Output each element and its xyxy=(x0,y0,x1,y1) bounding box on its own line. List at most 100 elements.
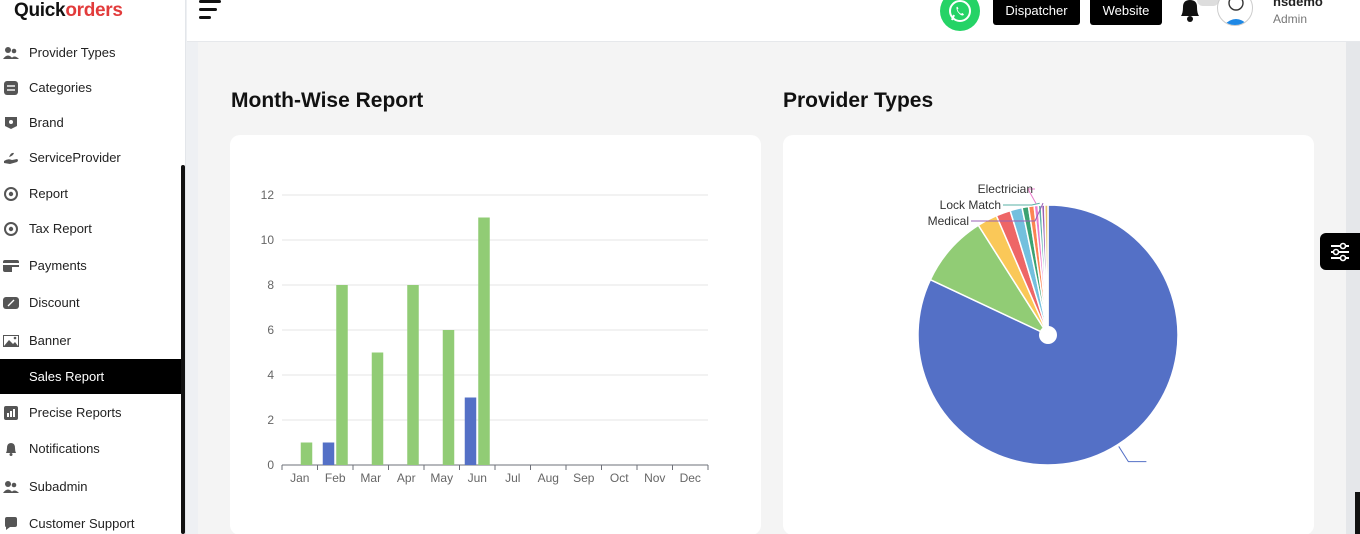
page-scrollbar[interactable] xyxy=(1355,492,1360,534)
sidebar-item-tax-report[interactable]: Tax Report xyxy=(0,211,181,246)
bar-series-2-feb xyxy=(336,285,348,465)
sidebar-item-sales-report[interactable]: Sales Report xyxy=(0,359,181,394)
sidebar-item-categories[interactable]: Categories xyxy=(0,70,181,105)
sidebar-item-banner[interactable]: Banner xyxy=(0,323,181,358)
page-scroll-track xyxy=(1346,42,1360,534)
month-report-chart: 0 2 4 6 8 10 12 Jan Feb Mar Apr May Jun Jul Aug Sep Oct N… xyxy=(261,188,709,485)
discount-icon xyxy=(3,295,19,311)
sidebar-item-provider-types[interactable]: Provider Types xyxy=(0,35,181,70)
month-report-title: Month-Wise Report xyxy=(231,89,424,112)
sidebar-scrollbar[interactable] xyxy=(181,165,185,534)
quickorders-logo[interactable]: Quickorders xyxy=(14,0,123,26)
hand-service-icon xyxy=(3,150,19,166)
dispatcher-button[interactable]: Dispatcher xyxy=(993,0,1080,25)
x-tick-label: Sep xyxy=(573,471,595,485)
sidebar-item-label: Precise Reports xyxy=(29,405,122,420)
credit-card-icon xyxy=(3,258,19,274)
sidebar-item-label: Tax Report xyxy=(29,221,92,236)
sidebar-item-label: Payments xyxy=(29,258,87,273)
x-tick-label: Feb xyxy=(325,471,346,485)
x-tick-label: Jan xyxy=(290,471,309,485)
user-avatar[interactable] xyxy=(1217,0,1253,26)
logo-quick: Quick xyxy=(14,0,66,21)
bell-icon xyxy=(3,441,19,457)
bar-series-2-apr xyxy=(407,285,419,465)
sidebar-item-subadmin[interactable]: Subadmin xyxy=(0,469,181,504)
notification-badge xyxy=(1197,0,1219,6)
bar-series-2-mar xyxy=(371,352,384,465)
sidebar-item-label: Subadmin xyxy=(29,479,88,494)
y-tick-label: 8 xyxy=(267,278,274,292)
provider-types-chart: Electrician Lock Match Medical xyxy=(917,182,1179,466)
bar-series-2-jan xyxy=(300,442,313,465)
list-icon xyxy=(3,80,19,96)
y-tick-label: 4 xyxy=(267,368,274,382)
month-report-card: 0 2 4 6 8 10 12 Jan Feb Mar Apr May Jun Jul Aug Sep Oct N… xyxy=(230,135,761,534)
x-tick-label: Aug xyxy=(538,471,559,485)
sidebar-item-label: Banner xyxy=(29,333,71,348)
sidebar-item-label: Sales Report xyxy=(29,369,105,384)
tag-icon xyxy=(3,115,19,131)
logo-orders: orders xyxy=(65,0,123,21)
x-tick-label: Jul xyxy=(505,471,520,485)
x-tick-label: Oct xyxy=(610,471,629,485)
sidebar-item-label: ServiceProvider xyxy=(29,150,121,165)
x-tick-label: Mar xyxy=(360,471,381,485)
hamburger-menu-icon[interactable] xyxy=(199,0,221,20)
sidebar-item-brand[interactable]: Brand xyxy=(0,105,181,140)
pie-label: Medical xyxy=(928,214,969,228)
report-icon xyxy=(3,186,19,202)
sidebar-item-precise-reports[interactable]: Precise Reports xyxy=(0,395,181,430)
user-name[interactable]: nsdemo xyxy=(1273,0,1323,9)
sidebar-item-serviceprovider[interactable]: ServiceProvider xyxy=(0,140,181,175)
chart-icon xyxy=(3,405,19,421)
y-tick-label: 12 xyxy=(261,188,275,202)
pie-label: Lock Match xyxy=(940,198,1001,212)
sidebar-item-label: Categories xyxy=(29,80,92,95)
chart-icon xyxy=(3,369,19,385)
top-header: Dispatcher Website nsdemo Admin xyxy=(187,0,1360,42)
y-tick-label: 6 xyxy=(267,323,274,337)
sidebar-item-discount[interactable]: Discount xyxy=(0,285,181,320)
sidebar-item-label: Customer Support xyxy=(29,516,135,531)
sidebar-item-label: Provider Types xyxy=(29,45,116,60)
bar-series-2-jun xyxy=(478,217,490,465)
y-tick-label: 10 xyxy=(261,233,275,247)
bar-series-1-feb xyxy=(322,442,335,465)
sidebar-item-payments[interactable]: Payments xyxy=(0,248,181,283)
settings-sliders-icon[interactable] xyxy=(1320,233,1360,270)
pie-label-line xyxy=(971,202,1044,222)
website-button[interactable]: Website xyxy=(1090,0,1162,25)
sidebar-item-label: Brand xyxy=(29,115,64,130)
user-role: Admin xyxy=(1273,12,1308,26)
provider-types-title: Provider Types xyxy=(783,89,934,112)
whatsapp-icon[interactable] xyxy=(940,0,980,31)
bar-series-1-jun xyxy=(464,397,477,465)
users-icon xyxy=(3,45,19,61)
sidebar-item-customer-support[interactable]: Customer Support xyxy=(0,506,181,534)
sidebar-item-label: Notifications xyxy=(29,441,100,456)
report-icon xyxy=(3,221,19,237)
pie-label: Electrician xyxy=(978,182,1033,196)
pie-label-line xyxy=(1003,202,1040,206)
pie-label-line xyxy=(1027,188,1037,204)
provider-types-card: Electrician Lock Match Medical xyxy=(783,135,1314,534)
y-tick-label: 0 xyxy=(267,458,274,472)
notification-bell-icon[interactable] xyxy=(1177,0,1203,24)
sidebar-item-notifications[interactable]: Notifications xyxy=(0,431,181,466)
pie-leader-line xyxy=(1118,446,1147,463)
x-tick-label: Jun xyxy=(468,471,487,485)
sidebar-item-label: Report xyxy=(29,186,69,201)
chat-icon xyxy=(3,516,19,532)
sidebar-item-label: Discount xyxy=(29,295,80,310)
x-tick-label: Nov xyxy=(644,471,665,485)
users-icon xyxy=(3,479,19,495)
bar-series-2-may xyxy=(442,330,455,465)
x-tick-label: May xyxy=(430,471,453,485)
pie-center xyxy=(1039,326,1057,344)
pie-slice-11 xyxy=(1043,204,1049,336)
image-icon xyxy=(3,333,19,349)
sidebar-item-report[interactable]: Report xyxy=(0,176,181,211)
x-tick-label: Apr xyxy=(397,471,416,485)
sidebar: Quickorders Provider Types Categories Bran… xyxy=(0,0,186,534)
